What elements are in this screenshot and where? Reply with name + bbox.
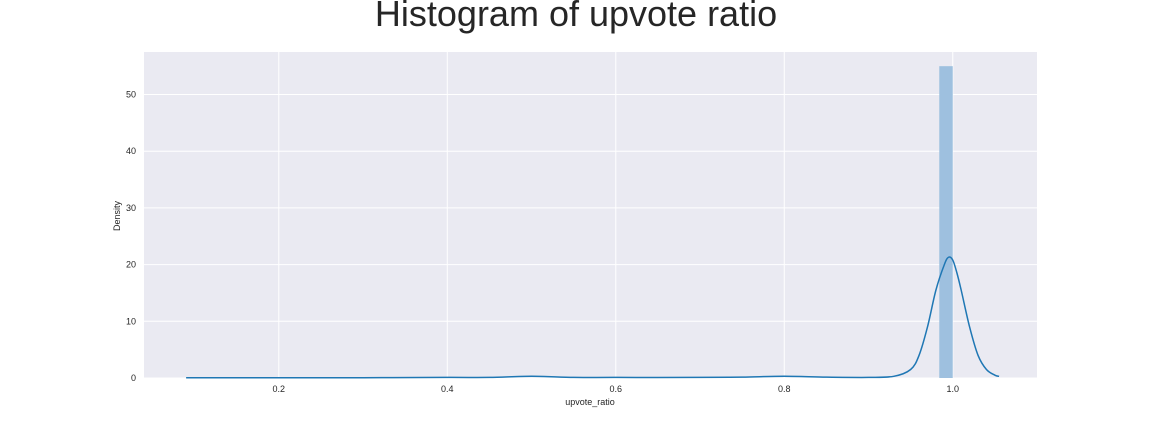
x-tick-label: 0.2 bbox=[273, 384, 286, 394]
chart-title: Histogram of upvote ratio bbox=[375, 0, 777, 34]
histogram-bars bbox=[939, 66, 953, 378]
y-tick-label: 10 bbox=[126, 316, 136, 326]
x-tick-label: 0.6 bbox=[610, 384, 623, 394]
x-tick-label: 1.0 bbox=[946, 384, 959, 394]
y-tick-label: 30 bbox=[126, 203, 136, 213]
y-grid bbox=[144, 94, 1037, 379]
y-tick-labels: 0 10 20 30 40 50 bbox=[126, 90, 136, 383]
y-tick-label: 0 bbox=[131, 373, 136, 383]
x-axis-label: upvote_ratio bbox=[565, 397, 615, 407]
y-tick-label: 50 bbox=[126, 90, 136, 100]
x-tick-label: 0.8 bbox=[778, 384, 791, 394]
x-tick-labels: 0.2 0.4 0.6 0.8 1.0 bbox=[273, 384, 959, 394]
y-axis-label: Density bbox=[112, 200, 122, 231]
x-tick-label: 0.4 bbox=[441, 384, 454, 394]
y-tick-label: 40 bbox=[126, 146, 136, 156]
histogram-bar bbox=[939, 66, 953, 378]
plot-area bbox=[144, 52, 1037, 378]
kde-line bbox=[186, 256, 1000, 379]
y-tick-label: 20 bbox=[126, 260, 136, 270]
